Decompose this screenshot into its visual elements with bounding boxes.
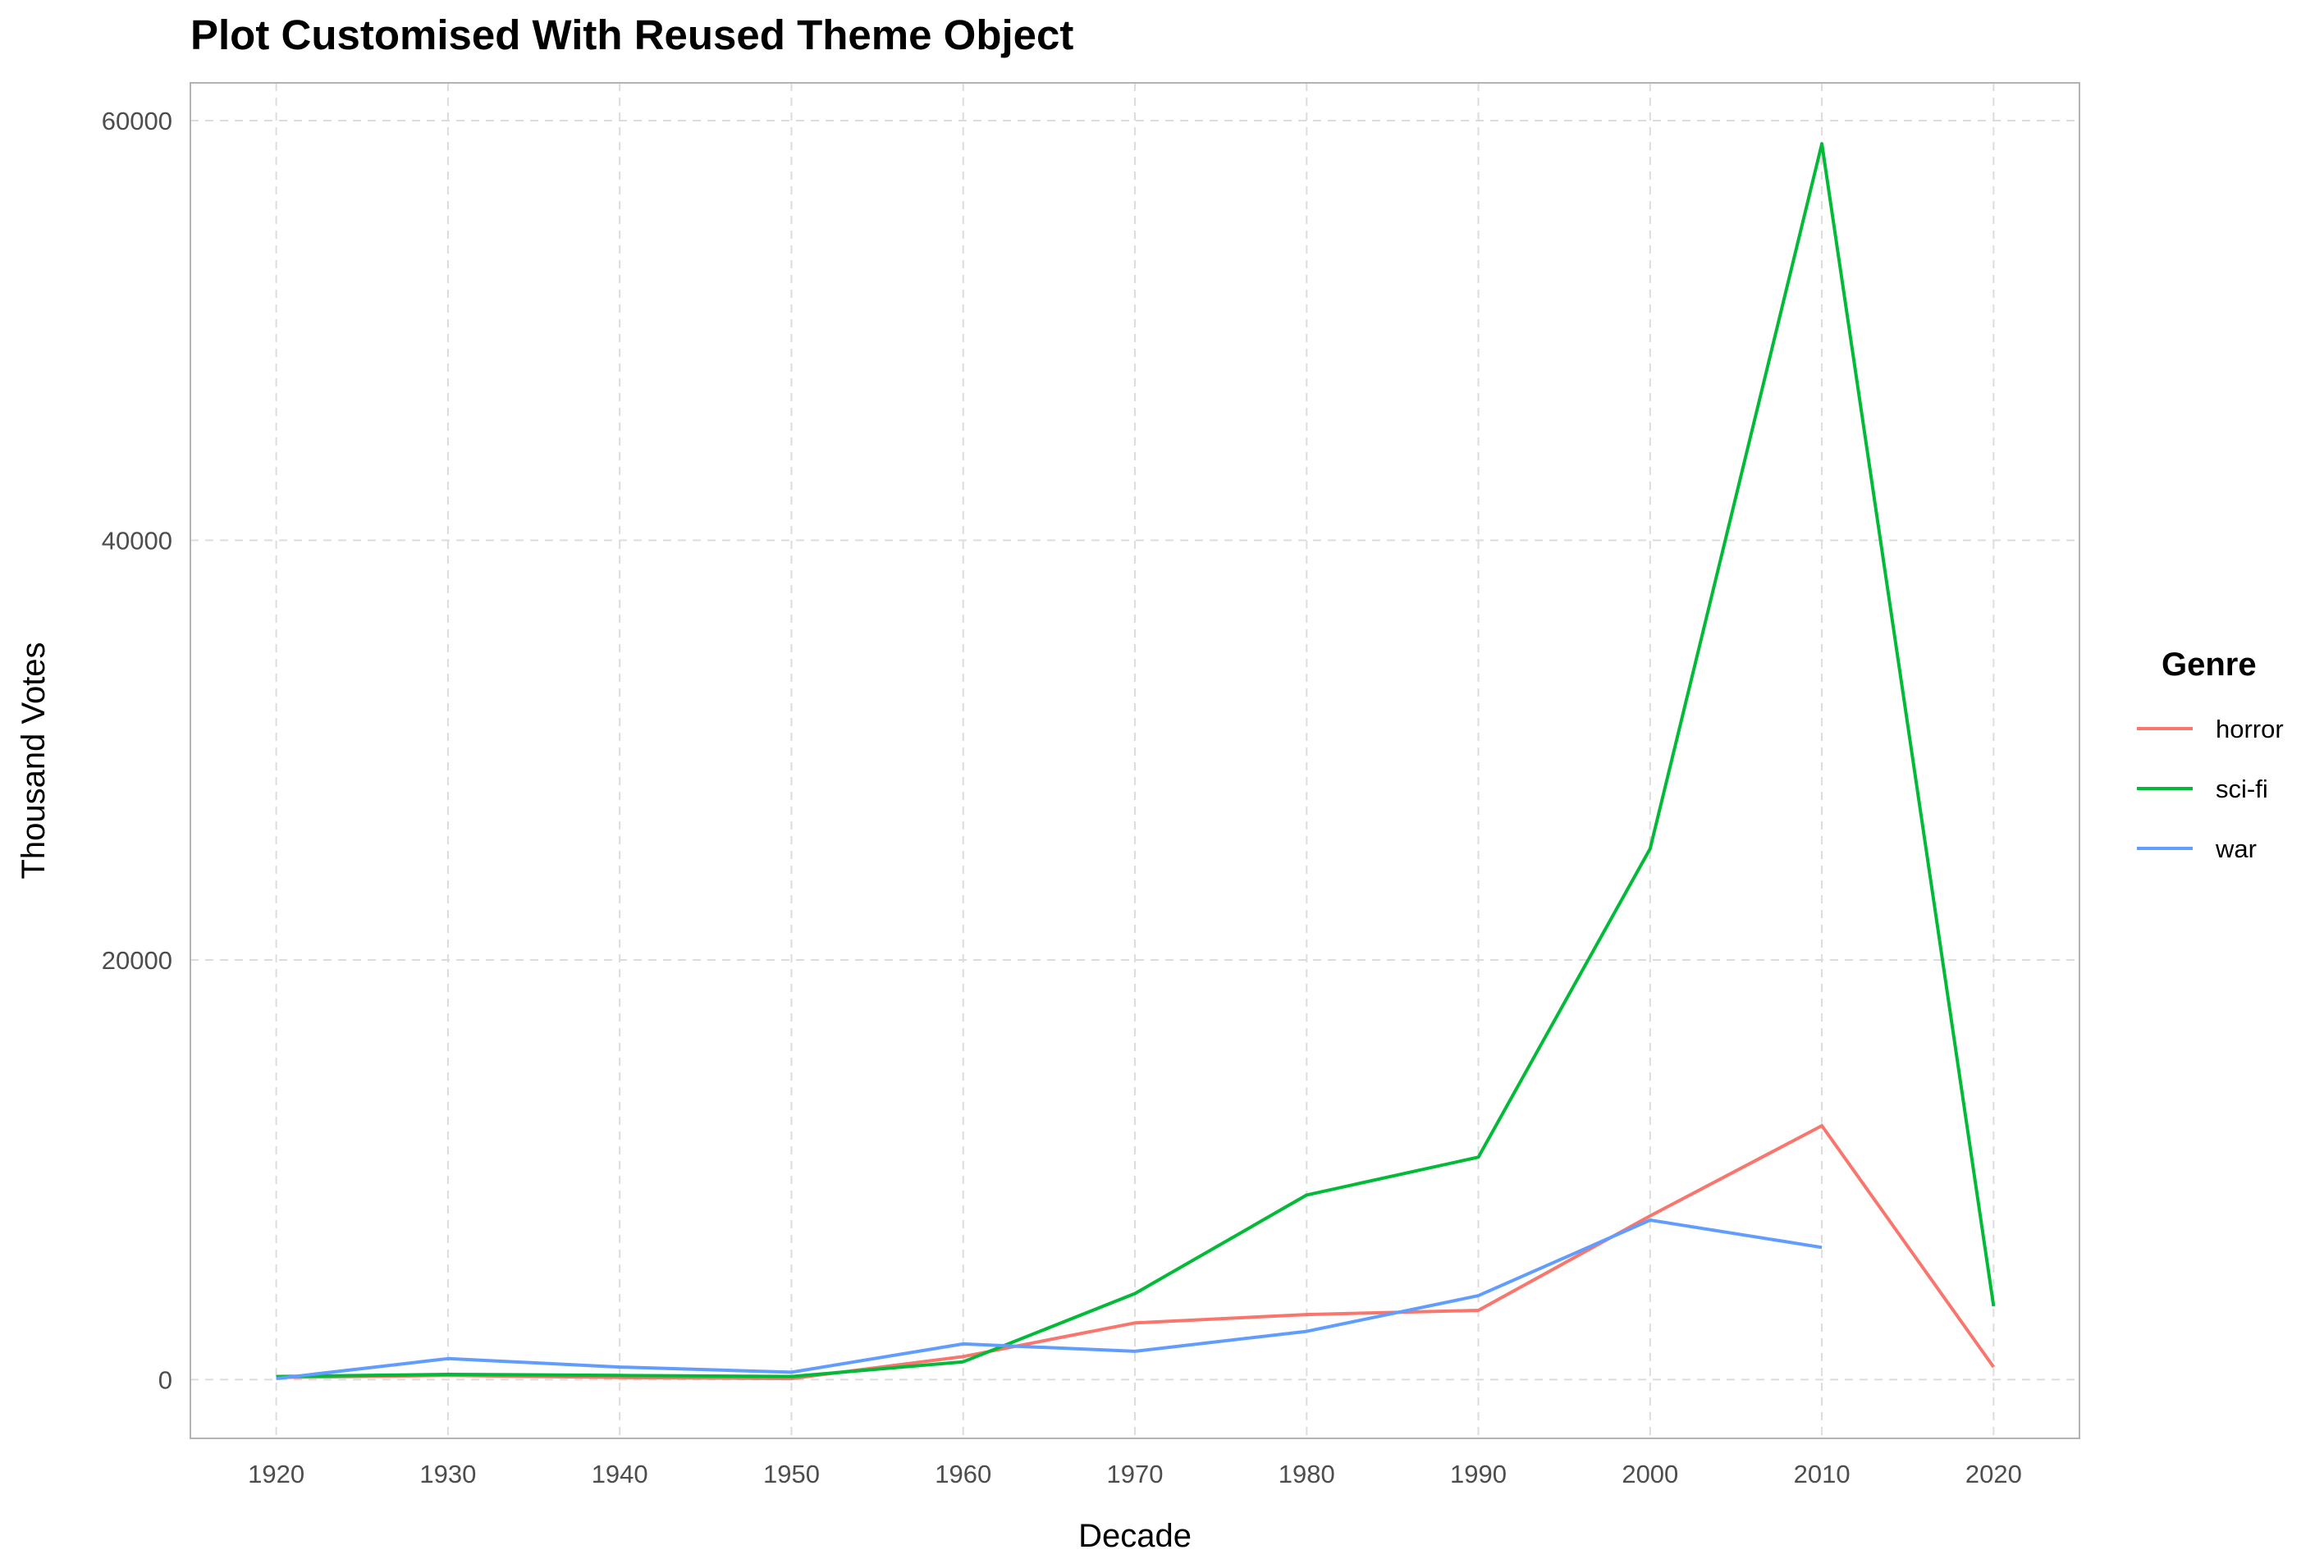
legend-title: Genre [2162, 647, 2257, 683]
x-tick-label: 1960 [935, 1460, 991, 1488]
legend-label-war: war [2215, 834, 2257, 863]
legend-label-horror: horror [2216, 715, 2284, 743]
x-tick-label: 2020 [1965, 1460, 2022, 1488]
x-tick-label: 2000 [1622, 1460, 1678, 1488]
x-tick-label: 1930 [419, 1460, 476, 1488]
y-tick-label: 20000 [102, 946, 172, 975]
x-axis-ticks: 1920 1930 1940 1950 1960 1970 1980 1990 2000 2010… [248, 1460, 2022, 1488]
x-tick-label: 1940 [592, 1460, 648, 1488]
x-axis-title: Decade [1078, 1518, 1192, 1554]
y-tick-label: 0 [158, 1365, 172, 1394]
x-tick-label: 1980 [1279, 1460, 1335, 1488]
legend: Genre horror sci-fi war [2137, 647, 2284, 863]
chart-title: Plot Customised With Reused Theme Object [190, 11, 1073, 58]
y-axis-title: Thousand Votes [16, 642, 52, 879]
y-axis-ticks: 0 20000 40000 60000 [102, 107, 172, 1394]
x-tick-label: 1920 [248, 1460, 304, 1488]
series-line-horror [276, 1124, 1996, 1381]
series-line-war [276, 1218, 1823, 1381]
y-tick-label: 60000 [102, 107, 172, 135]
x-tick-label: 1990 [1450, 1460, 1507, 1488]
y-tick-label: 40000 [102, 526, 172, 555]
series-lines [276, 142, 1996, 1381]
grid-lines [190, 83, 2079, 1438]
x-tick-label: 1950 [763, 1460, 820, 1488]
series-line-sci-fi [276, 142, 1996, 1378]
x-tick-label: 2010 [1794, 1460, 1851, 1488]
x-tick-label: 1970 [1107, 1460, 1164, 1488]
plot-panel-border [190, 82, 2080, 1439]
legend-label-sci-fi: sci-fi [2216, 775, 2268, 803]
